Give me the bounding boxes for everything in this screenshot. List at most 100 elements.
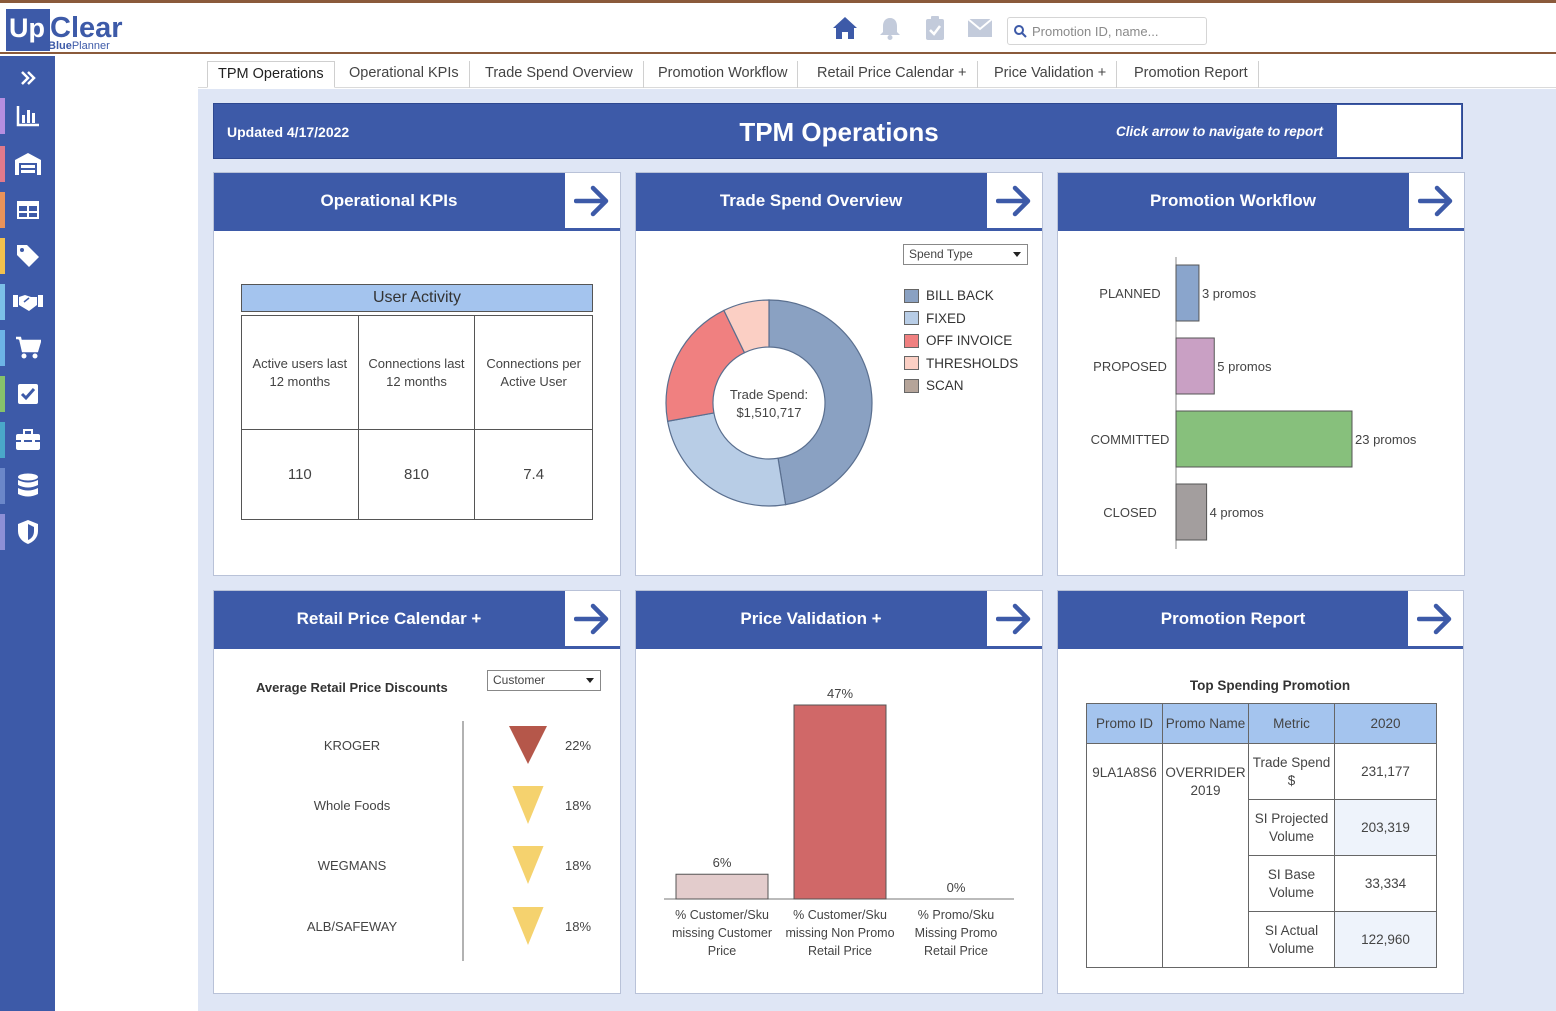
donut-center-label: Trade Spend: — [730, 387, 808, 402]
sidebar-item-security[interactable] — [0, 510, 55, 554]
sidebar-expand[interactable] — [0, 56, 55, 100]
category-label: CLOSED — [1103, 505, 1156, 520]
logo-up: Up — [6, 9, 50, 51]
arrow-right-icon — [573, 603, 608, 634]
upclear-logo[interactable]: Up Clear BluePlanner — [6, 9, 123, 52]
value-cell: 231,177 — [1334, 743, 1437, 800]
workflow-bar[interactable] — [1175, 264, 1200, 322]
sidebar-item-tags[interactable] — [0, 234, 55, 278]
price-validation-bar-chart: 6% % Customer/Sku missing Customer Price 47%… — [664, 686, 1014, 958]
card-title: Trade Spend Overview — [636, 173, 986, 229]
legend-swatch — [904, 333, 919, 348]
card-price-validation: Price Validation + 6% % Customer/Sku missi… — [635, 590, 1043, 994]
database-icon — [17, 473, 38, 497]
sidebar-item-cart[interactable] — [0, 326, 55, 370]
discount-triangle[interactable] — [512, 907, 544, 945]
navigate-arrow-button[interactable] — [1407, 173, 1464, 229]
kpi-value: 110 — [242, 430, 359, 519]
tab-promotion-report[interactable]: Promotion Report — [1124, 61, 1259, 88]
tab-price-validation[interactable]: Price Validation + — [984, 61, 1118, 88]
column-header: 2020 — [1334, 703, 1437, 744]
discount-value-label: 18% — [565, 798, 591, 813]
validation-bar[interactable] — [675, 873, 769, 900]
workflow-bar[interactable] — [1175, 483, 1208, 541]
navigate-arrow-button[interactable] — [985, 591, 1042, 647]
search-box — [1007, 17, 1207, 45]
clipboard-check-icon[interactable] — [922, 15, 948, 41]
table-row: SI Projected Volume 203,319 — [1087, 799, 1437, 856]
donut-slice-thresholds[interactable] — [723, 299, 770, 354]
category-label: PLANNED — [1099, 286, 1160, 301]
donut-slice-bill-back[interactable] — [768, 299, 873, 506]
card-title: Operational KPIs — [214, 173, 564, 229]
donut-slice-fixed[interactable] — [666, 412, 787, 507]
bell-icon[interactable] — [877, 15, 903, 41]
legend-item[interactable]: OFF INVOICE — [904, 333, 1012, 348]
metric-cell: SI Actual Volume — [1248, 911, 1335, 968]
tab-operational-kpis[interactable]: Operational KPIs — [339, 61, 470, 88]
customer-dropdown[interactable]: Customer — [487, 670, 601, 691]
sidebar-item-data[interactable] — [0, 464, 55, 508]
legend-label: OFF INVOICE — [926, 333, 1013, 348]
legend-swatch — [904, 378, 919, 393]
tab-trade-spend-overview[interactable]: Trade Spend Overview — [475, 61, 644, 88]
customer-label: KROGER — [324, 738, 380, 753]
validation-bar[interactable] — [793, 704, 887, 900]
sidebar-item-deals[interactable] — [0, 280, 55, 324]
discount-triangle[interactable] — [512, 846, 544, 884]
updated-date: Updated 4/17/2022 — [227, 124, 350, 140]
legend-label: THRESHOLDS — [926, 355, 1019, 371]
tab-tpm-operations[interactable]: TPM Operations — [207, 61, 335, 88]
bar-value-label: 5 promos — [1217, 359, 1272, 374]
navigate-arrow-button[interactable] — [563, 173, 620, 229]
sidebar-item-approvals[interactable] — [0, 372, 55, 416]
home-icon[interactable] — [832, 15, 858, 41]
cart-icon — [15, 336, 41, 359]
sidebar-item-analytics[interactable] — [0, 94, 55, 138]
sidebar-item-tools[interactable] — [0, 418, 55, 462]
category-label: COMMITTED — [1091, 432, 1170, 447]
discount-value-label: 18% — [565, 919, 591, 934]
arrow-right-icon — [1416, 603, 1451, 634]
sidebar-item-grid[interactable] — [0, 188, 55, 232]
card-retail-price-calendar: Retail Price Calendar + Average Retail P… — [213, 590, 621, 994]
warehouse-icon — [14, 153, 41, 175]
arrow-right-icon — [573, 185, 608, 216]
sidebar-item-warehouse[interactable] — [0, 142, 55, 186]
kpi-value: 810 — [359, 430, 476, 519]
customer-label: WEGMANS — [318, 858, 387, 873]
metric-cell: Trade Spend $ — [1248, 743, 1335, 800]
customer-label: Whole Foods — [314, 798, 391, 813]
legend-item[interactable]: FIXED — [904, 311, 966, 326]
bar-value-label: 47% — [827, 686, 853, 701]
mail-icon[interactable] — [967, 15, 993, 41]
value-cell: 203,319 — [1334, 799, 1437, 856]
discount-triangle[interactable] — [509, 726, 547, 764]
toolbox-icon — [15, 429, 40, 450]
table-header-row: Promo ID Promo Name Metric 2020 — [1086, 703, 1437, 744]
legend-item[interactable]: SCAN — [904, 378, 964, 393]
expand-icon — [20, 71, 36, 85]
dashboard-banner: Updated 4/17/2022 TPM Operations Click a… — [213, 103, 1463, 159]
tab-retail-price-calendar[interactable]: Retail Price Calendar + — [807, 61, 978, 88]
card-trade-spend-overview: Trade Spend Overview Spend Type Trade Sp… — [635, 172, 1043, 576]
workflow-bar[interactable] — [1175, 337, 1215, 395]
kpi-header: Active users last 12 months — [242, 316, 359, 430]
bar-value-label: 6% — [713, 855, 732, 870]
navigate-arrow-button[interactable] — [985, 173, 1042, 229]
search-input[interactable] — [1032, 23, 1202, 39]
spend-type-dropdown[interactable]: Spend Type — [903, 244, 1028, 265]
legend-item[interactable]: THRESHOLDS — [904, 356, 1018, 371]
discount-triangle[interactable] — [512, 786, 544, 824]
legend-item[interactable]: BILL BACK — [904, 288, 994, 303]
navigate-arrow-button[interactable] — [1406, 591, 1463, 647]
navigate-arrow-button[interactable] — [563, 591, 620, 647]
top-spending-title: Top Spending Promotion — [1189, 678, 1351, 693]
handshake-icon — [12, 295, 43, 311]
tab-promotion-workflow[interactable]: Promotion Workflow — [648, 61, 799, 88]
card-promotion-workflow: Promotion Workflow PLANNED 3 promos PROPOS… — [1057, 172, 1465, 576]
table-row: SI Actual Volume 122,960 — [1087, 911, 1437, 968]
category-label: PROPOSED — [1093, 359, 1167, 374]
workflow-bar[interactable] — [1175, 410, 1353, 468]
report-tabs: TPM Operations Operational KPIs Trade Sp… — [198, 56, 1556, 88]
